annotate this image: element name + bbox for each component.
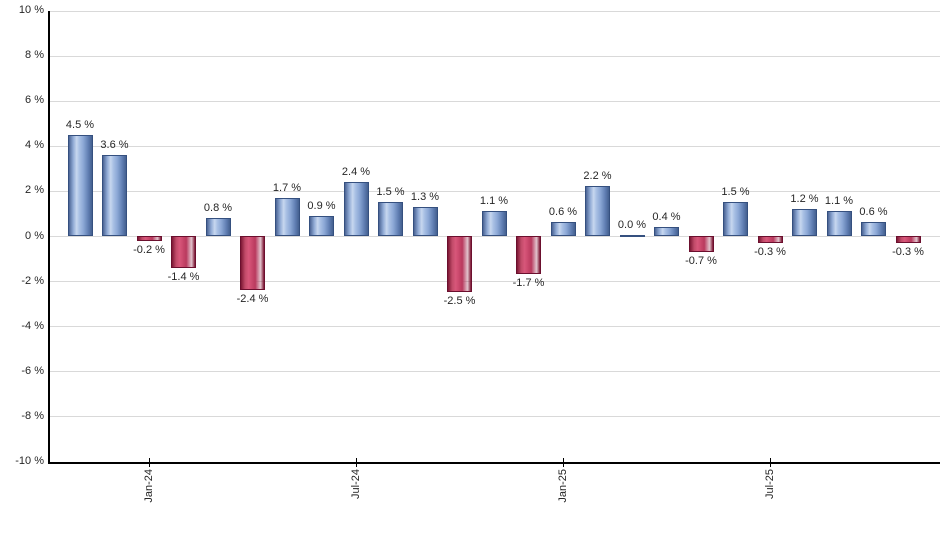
gridline: [48, 326, 940, 327]
negative-bar: [137, 236, 162, 241]
negative-bar: [240, 236, 265, 290]
x-axis-tick: [356, 458, 357, 467]
x-axis-tick-label: Jul-25: [764, 469, 776, 499]
positive-bar: [413, 207, 438, 236]
negative-bar: [171, 236, 196, 268]
gridline: [48, 371, 940, 372]
bar-value-label: 1.1 %: [479, 195, 509, 207]
bar-value-label: 0.6 %: [859, 206, 888, 218]
positive-bar: [309, 216, 334, 236]
x-axis-tick: [149, 458, 150, 467]
bar-value-label: 0.6 %: [548, 206, 578, 218]
gridline: [48, 146, 940, 147]
gridline: [48, 236, 940, 237]
bar-value-label: 0.9 %: [307, 200, 336, 212]
positive-bar: [482, 211, 507, 236]
positive-bar: [68, 135, 93, 236]
positive-bar: [378, 202, 403, 236]
bar-value-label: 2.4 %: [341, 166, 371, 178]
positive-bar: [344, 182, 369, 236]
bar-value-label: 0.0 %: [617, 219, 647, 231]
y-axis-line: [48, 11, 50, 464]
bar-value-label: -2.5 %: [443, 295, 476, 307]
bar-value-label: 1.5 %: [721, 186, 750, 198]
y-axis-tick-label: 8 %: [25, 49, 44, 61]
y-axis-tick-label: 10 %: [18, 4, 44, 16]
y-axis-tick-label: -4 %: [21, 320, 44, 332]
y-axis-tick-label: 0 %: [25, 230, 44, 242]
positive-bar: [551, 222, 576, 236]
bar-value-label: -2.4 %: [236, 293, 269, 305]
bar-value-label: -1.7 %: [512, 277, 545, 289]
positive-bar: [827, 211, 852, 236]
gridline: [48, 416, 940, 417]
positive-bar: [206, 218, 231, 236]
gridline: [48, 11, 940, 12]
x-axis-tick: [770, 458, 771, 467]
gridline: [48, 191, 940, 192]
bar-value-label: 3.6 %: [100, 139, 129, 151]
x-axis-tick-label: Jan-24: [143, 469, 155, 503]
positive-bar: [723, 202, 748, 236]
y-axis-tick-label: 6 %: [25, 94, 44, 106]
gridline: [48, 281, 940, 282]
bar-value-label: 1.3 %: [410, 191, 440, 203]
bar-value-label: -0.3 %: [892, 246, 924, 258]
y-axis-tick-label: 4 %: [25, 139, 44, 151]
y-axis-tick-label: -8 %: [21, 410, 44, 422]
y-axis-tick-label: -2 %: [21, 275, 44, 287]
positive-bar: [654, 227, 679, 236]
bar-value-label: 1.7 %: [272, 182, 302, 194]
bar-value-label: -0.2 %: [133, 244, 165, 256]
positive-bar: [102, 155, 127, 236]
gridline: [48, 56, 940, 57]
y-axis-tick-label: -6 %: [21, 365, 44, 377]
negative-bar: [758, 236, 783, 243]
negative-bar: [896, 236, 921, 243]
bar-value-label: 0.8 %: [203, 202, 233, 214]
gridline: [48, 101, 940, 102]
bar-value-label: -1.4 %: [167, 271, 200, 283]
bar-value-label: 1.1 %: [824, 195, 854, 207]
x-axis-tick-label: Jan-25: [557, 469, 569, 503]
bar-value-label: -0.3 %: [754, 246, 786, 258]
bar-value-label: -0.7 %: [685, 255, 717, 267]
positive-bar: [620, 235, 645, 237]
x-axis-tick: [563, 458, 564, 467]
bar-value-label: 1.2 %: [790, 193, 819, 205]
x-axis-line: [48, 462, 940, 464]
positive-bar: [861, 222, 886, 236]
bar-value-label: 0.4 %: [652, 211, 681, 223]
negative-bar: [689, 236, 714, 252]
negative-bar: [447, 236, 472, 292]
positive-bar: [585, 186, 610, 236]
negative-bar: [516, 236, 541, 274]
positive-bar: [275, 198, 300, 236]
bar-value-label: 4.5 %: [65, 119, 95, 131]
positive-bar: [792, 209, 817, 236]
y-axis-tick-label: -10 %: [15, 455, 44, 467]
x-axis-tick-label: Jul-24: [350, 469, 362, 499]
bar-value-label: 1.5 %: [376, 186, 405, 198]
bar-value-label: 2.2 %: [583, 170, 612, 182]
y-axis-tick-label: 2 %: [25, 184, 44, 196]
